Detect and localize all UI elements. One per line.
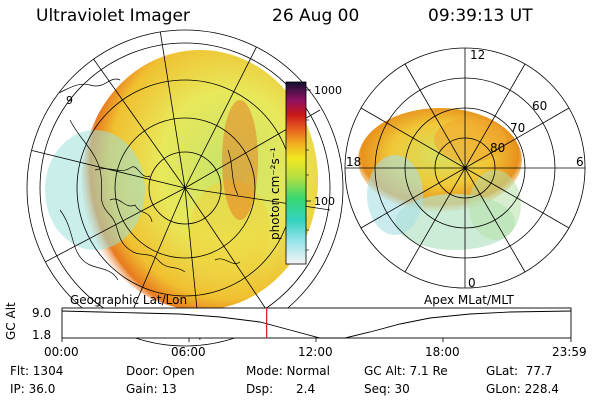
flight-number: Flt: 1304 bbox=[10, 364, 64, 378]
colorbar-tick-1000: 1000 bbox=[314, 84, 342, 97]
colorbar-tick-100: 100 bbox=[314, 195, 335, 208]
instrument-title: Ultraviolet Imager bbox=[36, 6, 190, 26]
apex-polar-panel bbox=[344, 47, 586, 289]
time-tick-0600: 06:00 bbox=[171, 345, 206, 359]
gc-altitude: GC Alt: 7.1 Re bbox=[364, 364, 448, 378]
time-tick-0000: 00:00 bbox=[44, 345, 79, 359]
colorbar-unit-label: photon cm⁻²s⁻¹ bbox=[268, 147, 282, 240]
colorbar: 1000 100 photon cm⁻²s⁻¹ bbox=[268, 81, 342, 265]
time-tick-1200: 12:00 bbox=[298, 345, 333, 359]
geographic-latitude: GLat: 77.7 bbox=[486, 364, 553, 378]
altitude-tick-high: 9.0 bbox=[32, 306, 52, 320]
geographic-panel bbox=[26, 29, 344, 347]
mlt-label-midnight: 0 bbox=[468, 276, 476, 290]
colorbar-scale bbox=[285, 81, 307, 265]
door-status: Door: Open bbox=[126, 364, 195, 378]
time-tick-2359: 23:59 bbox=[552, 345, 587, 359]
mlt-label-dawn: 6 bbox=[576, 155, 584, 169]
latitude-circle bbox=[148, 151, 222, 225]
altitude-tick-low: 1.8 bbox=[32, 328, 52, 342]
mlat-label-70: 70 bbox=[510, 121, 525, 135]
latitude-circle bbox=[114, 117, 256, 259]
altitude-plot bbox=[61, 307, 572, 342]
dsp-value: 2.4 bbox=[296, 382, 316, 396]
ip-value: IP: 36.0 bbox=[10, 382, 56, 396]
mlat-label-60: 60 bbox=[532, 99, 547, 113]
geographic-caption: Geographic Lat/Lon bbox=[70, 293, 188, 307]
gain-value: Gain: 13 bbox=[126, 382, 177, 396]
mlt-spokes bbox=[360, 63, 570, 273]
date-label: 26 Aug 00 bbox=[272, 6, 360, 26]
mlt-label-noon: 12 bbox=[470, 48, 485, 62]
apex-caption: Apex MLat/MLT bbox=[424, 293, 514, 307]
mlt-label-dusk: 18 bbox=[346, 155, 361, 169]
time-tick-1800: 18:00 bbox=[425, 345, 460, 359]
geographic-longitude: GLon: 228.4 bbox=[486, 382, 559, 396]
mode-value: Mode: Normal bbox=[246, 364, 330, 378]
altitude-curve bbox=[61, 310, 572, 339]
sequence-number: Seq: 30 bbox=[364, 382, 410, 396]
mlat-label-80: 80 bbox=[490, 141, 505, 155]
latitude-label: 9 bbox=[66, 94, 73, 107]
time-label: 09:39:13 UT bbox=[428, 6, 533, 26]
dsp-label: Dsp: bbox=[246, 382, 274, 396]
altitude-axis-label: GC Alt bbox=[4, 302, 18, 340]
